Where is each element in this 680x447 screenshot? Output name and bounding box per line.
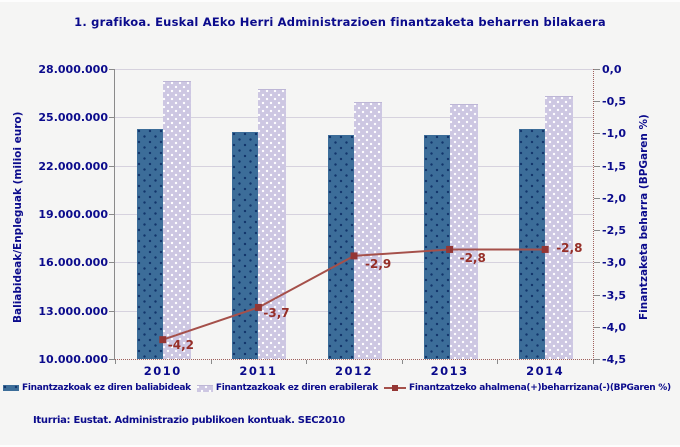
line-marker-square: [350, 252, 358, 260]
x-category-label: 2014: [526, 364, 565, 378]
bar-dark: [232, 131, 259, 359]
right-tick-label: -1,0: [602, 127, 627, 141]
line-data-label: -2,9: [365, 256, 392, 271]
legend-swatch-bar-light: [196, 384, 213, 392]
x-axis-tick: [593, 360, 594, 364]
legend: Finantzazkoak ez diren baliabideak Finan…: [3, 381, 679, 395]
line-marker-square: [254, 303, 262, 311]
bar-light: [449, 104, 478, 359]
right-tick-label: -3,0: [602, 256, 627, 270]
right-tick-label: 0,0: [602, 63, 622, 76]
left-axis-tick: [109, 310, 115, 312]
x-axis-tick: [306, 360, 308, 364]
line-data-label: -2,8: [556, 241, 583, 256]
left-axis-title: Baliabideak/Enpleguak (milioi euro): [12, 111, 24, 323]
bar-light: [354, 101, 382, 359]
right-axis-tick: [594, 359, 600, 360]
bar-light: [258, 88, 287, 359]
right-tick-label: -3,5: [602, 288, 627, 302]
plot-area: -4,2 -3,7 -2,9 -2,8 -2,8: [115, 69, 593, 359]
left-tick-label: 10.000.000: [38, 353, 108, 366]
chart-title: 1. grafikoa. Euskal AEko Herri Administr…: [74, 15, 606, 29]
right-tick-label: -1,5: [602, 159, 627, 173]
right-tick-label: -4,0: [602, 320, 627, 334]
left-tick-label: 16.000.000: [38, 256, 108, 270]
left-axis-tick: [109, 359, 115, 360]
right-tick-label: -2,5: [602, 224, 627, 238]
right-axis-tick: [594, 133, 600, 135]
right-axis-tick: [594, 230, 600, 232]
x-axis-tick: [210, 360, 212, 364]
x-category-label: 2012: [334, 364, 373, 378]
right-axis-tick: [594, 262, 600, 264]
bar-dark: [328, 135, 354, 359]
legend-label-bar-dark: Finantzazkoak ez diren baliabideak: [22, 383, 191, 393]
right-axis-tick: [594, 294, 600, 296]
deficit-line-chart: [159, 245, 549, 344]
right-axis-title: Finantzaketa beharra (BPGaren %): [638, 114, 650, 320]
right-tick-label: -2,0: [602, 191, 627, 205]
right-axis-tick: [594, 326, 600, 328]
left-tick-label: 25.000.000: [38, 111, 108, 125]
x-axis-tick: [401, 360, 403, 364]
x-category-label: 2013: [430, 364, 469, 378]
right-axis-tick: [594, 69, 600, 70]
source-note: Iturria: Eustat. Administrazio publikoen…: [33, 415, 345, 426]
left-tick-label: 19.000.000: [38, 208, 108, 221]
right-tick-label: -4,5: [602, 353, 627, 366]
bar-light: [162, 80, 191, 359]
legend-swatch-bar-dark: [3, 385, 19, 391]
legend-label-line: Finantzatzeko ahalmena(+)beharrizana(-)(…: [408, 383, 671, 393]
right-axis-tick: [594, 197, 600, 199]
legend-line-marker: [383, 384, 406, 392]
left-tick-label: 22.000.000: [38, 159, 108, 173]
bar-dark: [423, 135, 450, 359]
x-category-label: 2011: [239, 364, 278, 378]
line-data-label: -3,7: [263, 306, 290, 321]
right-axis-line: [593, 69, 594, 360]
left-tick-label: 28.000.000: [38, 63, 108, 76]
x-axis-line: [115, 359, 594, 360]
left-axis-tick: [109, 117, 115, 119]
left-axis-tick: [109, 165, 115, 167]
left-axis-tick: [109, 262, 115, 264]
left-axis-tick: [109, 69, 115, 70]
left-tick-label: 13.000.000: [38, 304, 108, 318]
gridline: [115, 69, 593, 70]
line-marker-square: [446, 245, 454, 253]
bar-light: [545, 96, 574, 359]
line-marker-square: [541, 245, 549, 253]
x-axis-tick: [497, 360, 499, 364]
line-data-label: -4,2: [167, 337, 195, 352]
legend-label-bar-light: Finantzazkoak ez diren erabilerak: [215, 383, 378, 393]
bar-dark: [519, 128, 546, 359]
left-axis-tick: [109, 214, 115, 215]
legend-line-square-icon: [391, 385, 398, 391]
right-axis-tick: [594, 165, 600, 167]
line-stroke: [162, 248, 546, 341]
x-axis-tick: [115, 360, 116, 364]
x-category-label: 2010: [143, 364, 182, 378]
right-axis-tick: [594, 101, 600, 103]
line-marker-square: [159, 336, 167, 344]
line-data-label: -2,8: [459, 251, 486, 266]
right-tick-label: -0,5: [602, 95, 627, 109]
bar-dark: [136, 128, 163, 359]
